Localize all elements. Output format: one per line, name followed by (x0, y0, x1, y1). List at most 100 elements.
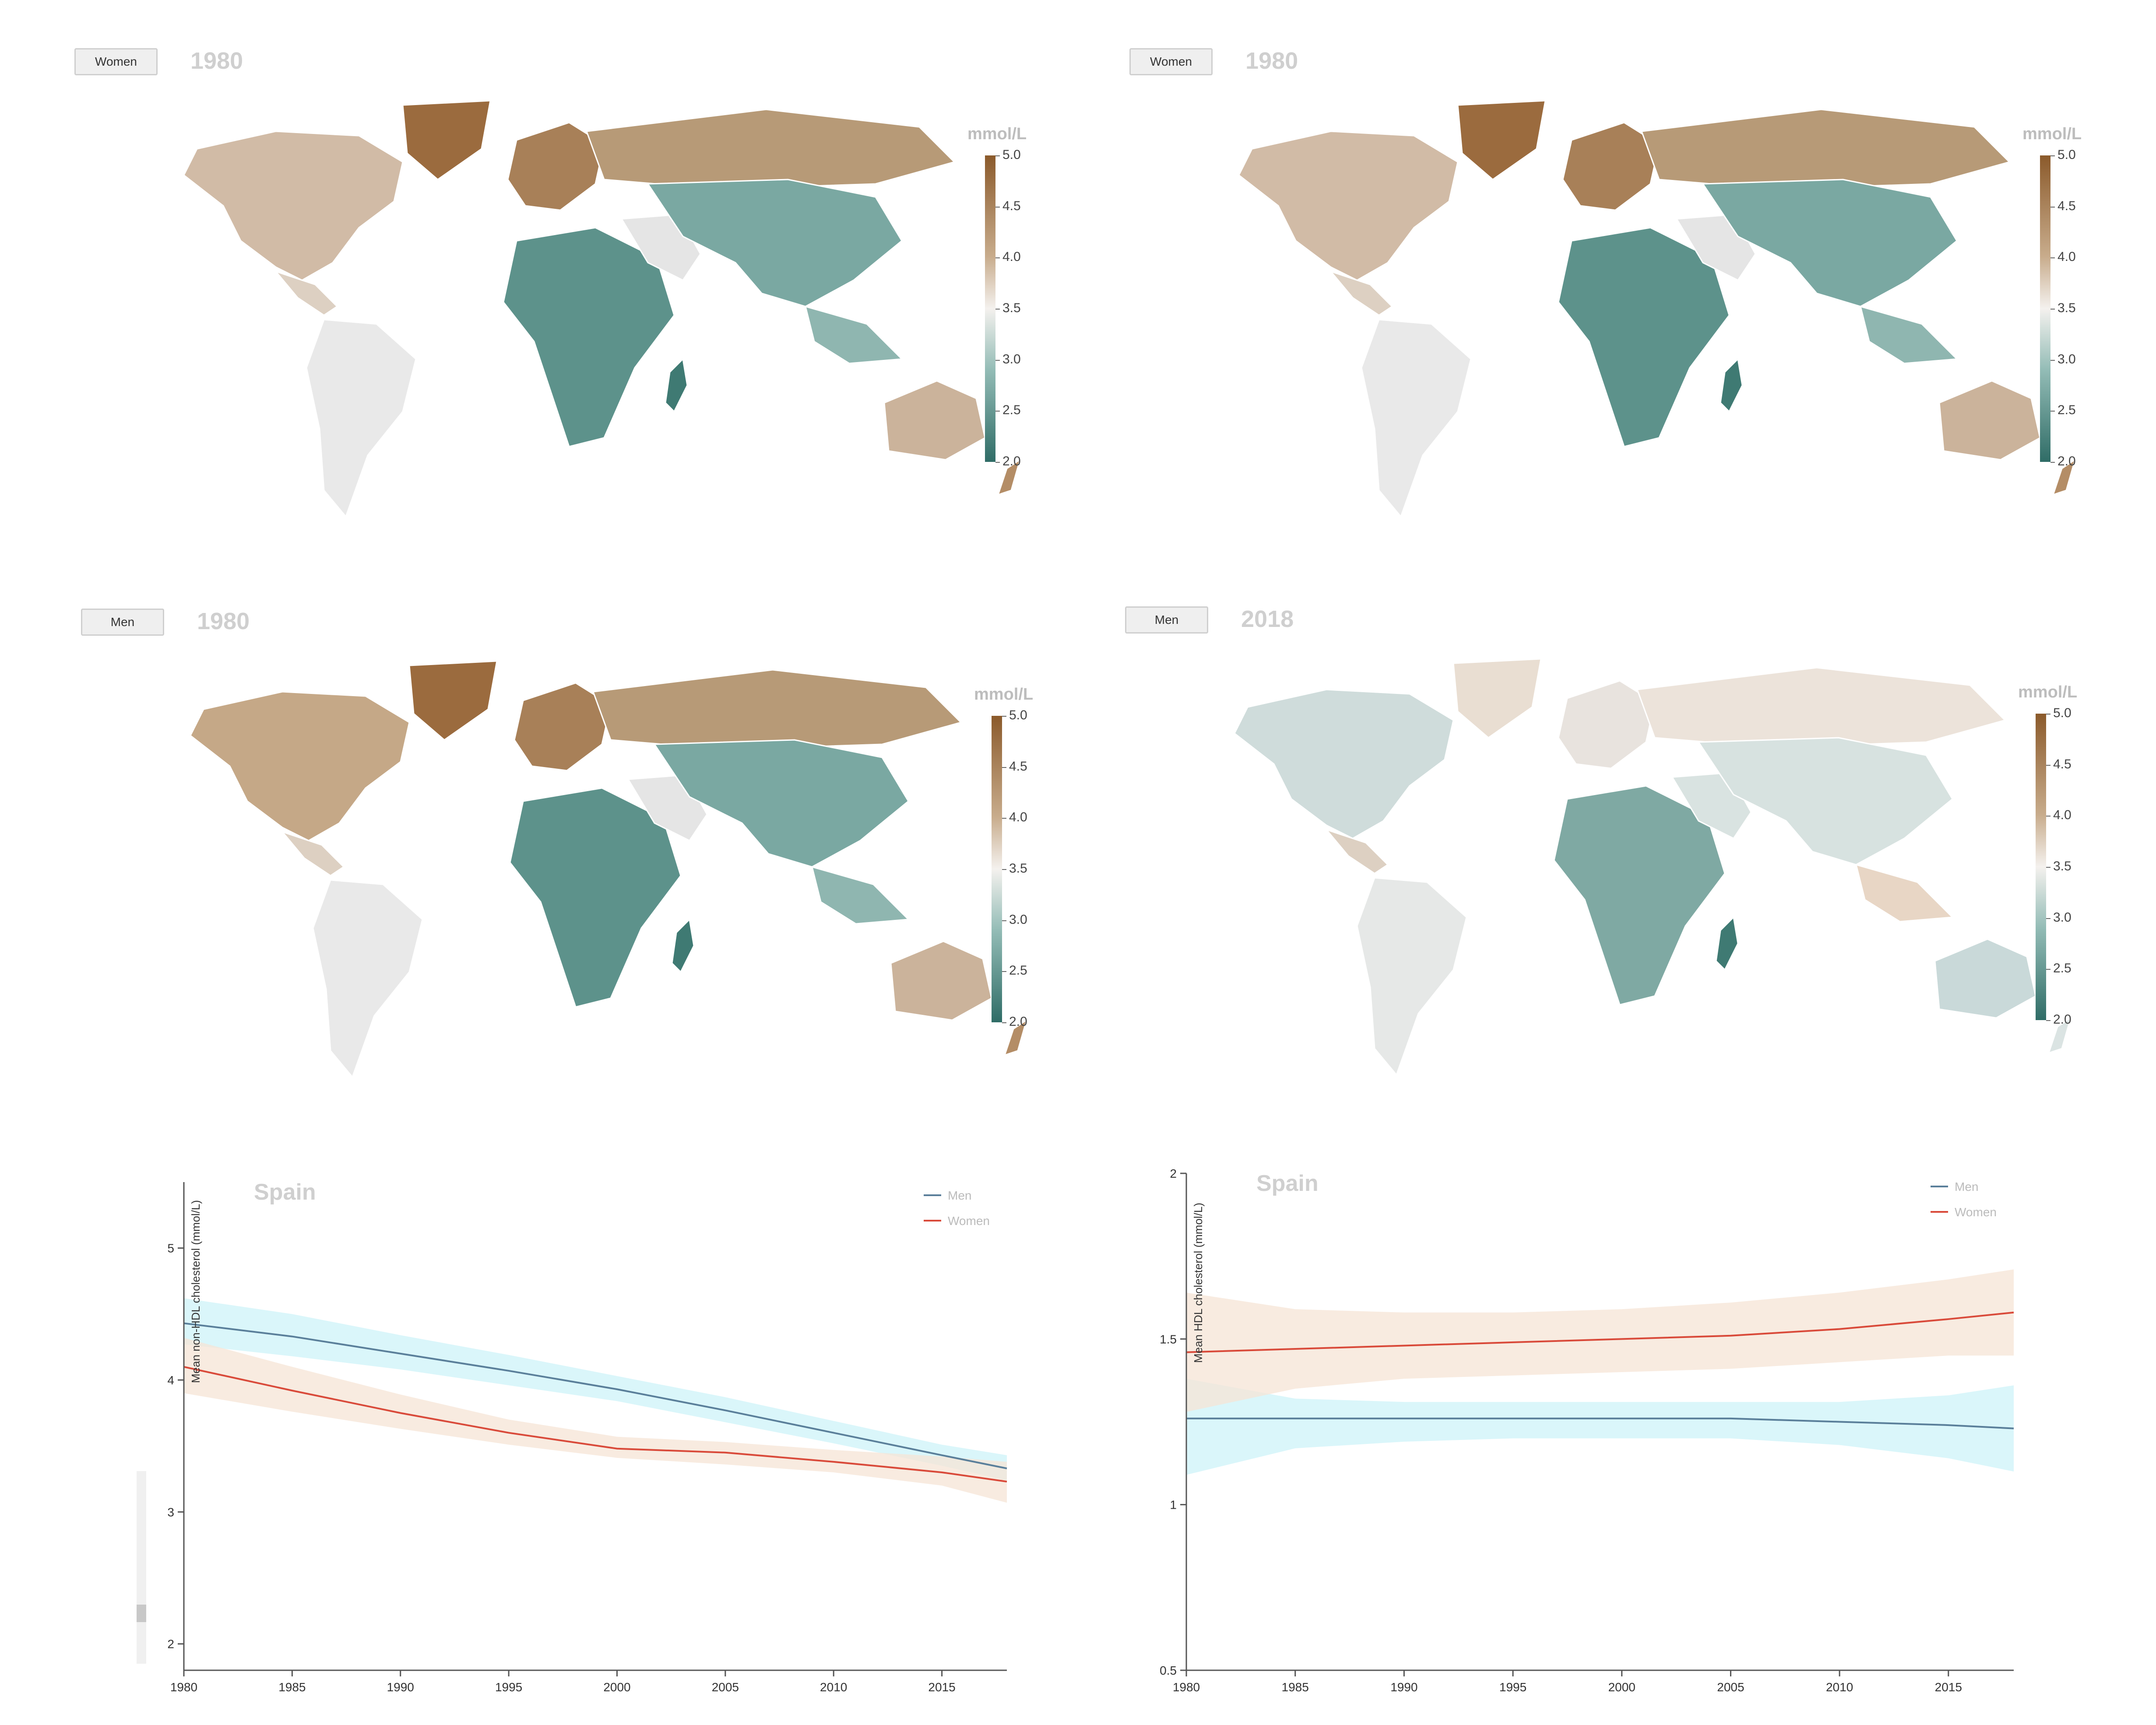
color-scale-tick-mark (2050, 462, 2055, 463)
x-tick-label: 1995 (495, 1680, 522, 1694)
region-new-zealand[interactable] (2047, 1016, 2072, 1054)
color-scale-tick-label: 3.5 (1002, 301, 1021, 315)
region-asia[interactable] (1697, 737, 1953, 866)
x-tick-label: 1990 (1390, 1680, 1417, 1694)
region-south-america[interactable] (306, 319, 417, 518)
world-map[interactable] (138, 657, 1057, 1095)
chart-scrollbar[interactable] (137, 1471, 146, 1664)
color-scale-tick-mark (2050, 257, 2055, 259)
region-africa[interactable] (509, 787, 682, 1008)
sex-selector-button[interactable]: Men (1125, 606, 1208, 634)
color-scale-tick-label: 5.0 (2058, 148, 2076, 162)
region-europe[interactable] (507, 122, 605, 211)
color-scale-tick-mark (995, 155, 1000, 156)
y-tick-label: 0.5 (1160, 1664, 1177, 1677)
world-map[interactable] (131, 96, 1051, 534)
confidence-band-men (1186, 1379, 2014, 1475)
region-southeast-asia[interactable] (1859, 305, 1959, 364)
region-australia[interactable] (1938, 380, 2041, 461)
region-north-america[interactable] (1234, 689, 1454, 839)
y-tick-label: 2 (1170, 1167, 1177, 1180)
x-tick-label: 2005 (712, 1680, 739, 1694)
sex-selector-button[interactable]: Men (81, 609, 164, 636)
region-asia[interactable] (1702, 179, 1958, 307)
region-madagascar[interactable] (665, 357, 688, 413)
color-scale-tick-label: 3.5 (1009, 861, 1027, 876)
region-central-america[interactable] (274, 270, 338, 316)
region-new-zealand[interactable] (1003, 1018, 1028, 1056)
series-line-men (183, 1322, 1007, 1469)
map-year: 2018 (1241, 606, 1294, 632)
sex-selector-button[interactable]: Women (1129, 48, 1213, 75)
color-scale-tick-label: 3.0 (2058, 352, 2076, 366)
region-europe[interactable] (1562, 122, 1660, 211)
region-africa[interactable] (1553, 785, 1726, 1006)
region-russia[interactable] (585, 109, 956, 189)
color-scale-tick-mark (995, 206, 1000, 208)
y-tick-label: 5 (167, 1242, 174, 1255)
color-scale-tick-mark (2046, 918, 2050, 919)
color-scale-tick-label: 4.0 (2053, 808, 2072, 823)
x-tick-label: 1995 (1499, 1680, 1526, 1694)
region-new-zealand[interactable] (2052, 458, 2076, 496)
region-africa[interactable] (1558, 227, 1730, 447)
world-map[interactable] (1182, 655, 2101, 1092)
region-africa[interactable] (503, 227, 675, 447)
region-southeast-asia[interactable] (804, 305, 904, 364)
world-map[interactable] (1186, 96, 2106, 534)
x-tick-label: 1980 (1173, 1680, 1200, 1694)
region-north-america[interactable] (190, 691, 410, 841)
y-tick-label: 1 (1170, 1498, 1177, 1512)
region-new-zealand[interactable] (997, 458, 1021, 496)
color-scale-tick-mark (2050, 155, 2055, 156)
region-madagascar[interactable] (1715, 915, 1739, 971)
color-scale-tick-label: 4.5 (2058, 198, 2076, 213)
region-greenland[interactable] (1457, 100, 1546, 180)
region-central-america[interactable] (1329, 270, 1393, 316)
region-australia[interactable] (883, 380, 986, 461)
region-greenland[interactable] (402, 100, 491, 180)
x-tick-label: 1990 (387, 1680, 414, 1694)
region-madagascar[interactable] (671, 918, 695, 973)
region-europe[interactable] (1558, 680, 1656, 769)
region-russia[interactable] (592, 669, 962, 750)
hdl-chart: 1980 1985 1990 1995 2000 2005 2010 2015 0.5 1 1.5 2… (1160, 1167, 2014, 1694)
region-southeast-asia[interactable] (1855, 863, 1954, 922)
region-australia[interactable] (890, 940, 992, 1021)
region-russia[interactable] (1640, 109, 2011, 189)
region-central-america[interactable] (280, 830, 345, 877)
color-scale-tick-label: 2.0 (1002, 454, 1021, 468)
y-axis-label: Mean HDL cholesterol (mmol/L) (1192, 1203, 1205, 1363)
map-year: 1980 (1245, 48, 1298, 74)
region-north-america[interactable] (1238, 130, 1459, 281)
region-greenland[interactable] (1453, 658, 1542, 739)
region-south-america[interactable] (312, 879, 423, 1078)
x-tick-label: 2010 (1826, 1680, 1853, 1694)
region-north-america[interactable] (183, 130, 404, 281)
color-scale-tick-label: 3.0 (1009, 912, 1027, 927)
map-panel-2: Women 1980 mmol/L 5.0 4.5 4.0 3.5 3.0 2.5 2.0 (1129, 48, 2114, 552)
color-scale-tick-mark (2046, 714, 2050, 715)
region-asia[interactable] (647, 179, 903, 307)
region-madagascar[interactable] (1720, 357, 1743, 413)
legend-unit: mmol/L (967, 125, 1027, 143)
map-panel-1: Women 1980 mmol/L 5.0 4.5 4.0 3.5 3.0 2.5 2.0 (74, 48, 1059, 552)
x-tick-label: 2015 (1935, 1680, 1962, 1694)
region-greenland[interactable] (408, 660, 498, 741)
y-axis-label: Mean non-HDL cholesterol (mmol/L) (189, 1200, 202, 1383)
confidence-band-women (184, 1338, 1007, 1503)
region-australia[interactable] (1934, 938, 2036, 1019)
region-south-america[interactable] (1356, 877, 1467, 1076)
legend-label-women: Women (948, 1214, 990, 1228)
color-scale-tick-label: 4.0 (1002, 250, 1021, 264)
region-russia[interactable] (1636, 667, 2006, 747)
region-asia[interactable] (653, 739, 909, 868)
chart-title: Spain (254, 1179, 316, 1205)
region-europe[interactable] (514, 682, 612, 771)
color-scale-tick-mark (2046, 867, 2050, 868)
sex-selector-button[interactable]: Women (74, 48, 158, 75)
region-southeast-asia[interactable] (811, 866, 910, 925)
region-central-america[interactable] (1324, 828, 1389, 874)
region-south-america[interactable] (1361, 319, 1472, 518)
chart-scrollbar-thumb[interactable] (137, 1605, 146, 1622)
